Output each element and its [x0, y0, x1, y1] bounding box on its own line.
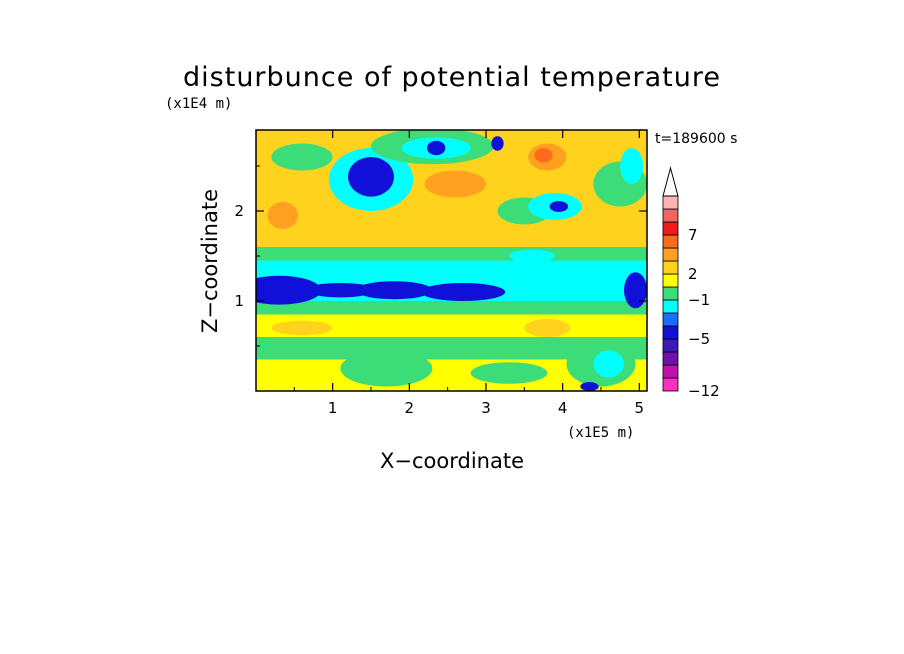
field-blob [593, 350, 625, 378]
colorbar-label: 7 [688, 226, 698, 244]
field-blob [256, 275, 322, 305]
colorbar-swatch [662, 286, 679, 301]
colorbar-label: −1 [688, 291, 710, 309]
colorbar-swatch [662, 260, 679, 275]
colorbar-swatch [662, 338, 679, 353]
x-tick-label: 1 [328, 399, 338, 417]
colorbar-extend-arrow [662, 166, 679, 197]
colorbar-swatch [662, 195, 679, 210]
colorbar-swatch [662, 247, 679, 262]
chart-title: disturbunce of potential temperature [183, 62, 721, 93]
colorbar-label: −12 [688, 382, 720, 400]
x-tick-label: 5 [635, 399, 645, 417]
field-blob [509, 249, 555, 263]
colorbar-swatch [662, 351, 679, 366]
contour-field [256, 130, 647, 391]
field-blob [271, 320, 333, 336]
field-blob [549, 201, 569, 212]
time-label: t=189600 s [655, 131, 737, 147]
field-blob [355, 281, 433, 300]
field-blob [424, 170, 487, 198]
field-blob [524, 319, 571, 337]
field-blob [267, 202, 299, 229]
field-blob [491, 136, 504, 151]
field-blob [580, 382, 599, 391]
x-unit-label: (x1E5 m) [567, 425, 634, 441]
field-blob [426, 140, 446, 156]
colorbar-swatch [662, 377, 679, 392]
y-tick-label: 1 [234, 292, 244, 310]
field-band [256, 337, 647, 360]
field-blob [574, 278, 605, 297]
field-blob [534, 148, 553, 163]
colorbar-swatch [662, 221, 679, 236]
x-tick-label: 2 [405, 399, 415, 417]
x-tick-label: 3 [481, 399, 491, 417]
x-axis-title: X−coordinate [380, 449, 524, 473]
x-tick-label: 4 [558, 399, 568, 417]
colorbar-swatch [662, 234, 679, 249]
y-axis: 12 [234, 165, 647, 347]
field-blob [340, 350, 433, 387]
field-blob [271, 143, 333, 171]
field-band [256, 301, 647, 315]
y-axis-title: Z−coordinate [198, 189, 222, 333]
colorbar-swatch [662, 208, 679, 223]
y-unit-label: (x1E4 m) [165, 96, 232, 112]
field-blob [305, 283, 375, 298]
field-blob [348, 157, 394, 197]
x-axis: 1 2 3 4 5 [293, 130, 645, 417]
colorbar-label: 2 [688, 265, 698, 283]
colorbar-label: −5 [688, 330, 710, 348]
field-blob [420, 283, 506, 301]
colorbar-swatch [662, 273, 679, 288]
field-blob [624, 272, 647, 309]
y-tick-label: 2 [234, 202, 244, 220]
field-blob [470, 362, 548, 384]
colorbar: 7 2 −1 −5 −12 [662, 166, 720, 400]
field-band [256, 247, 647, 261]
colorbar-swatch [662, 325, 679, 340]
colorbar-swatch [662, 312, 679, 327]
colorbar-swatch [662, 299, 679, 314]
field-blob [620, 148, 644, 184]
colorbar-swatch [662, 364, 679, 379]
plot-frame [255, 129, 648, 392]
